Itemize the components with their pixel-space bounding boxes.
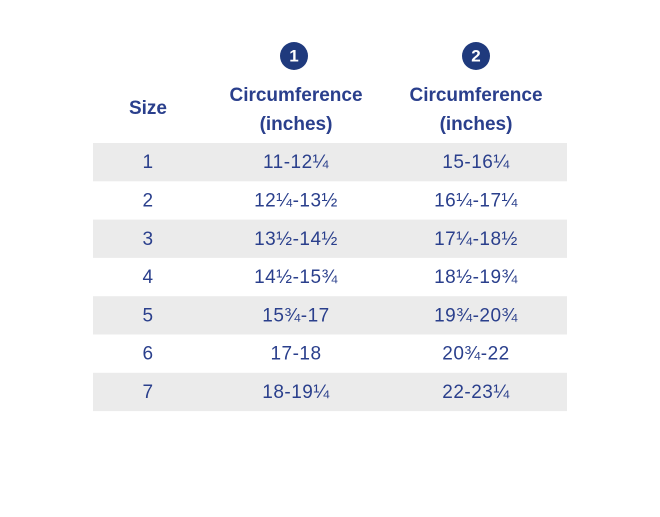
- column-badge: [280, 42, 308, 70]
- cell: 12¼-13½: [254, 190, 338, 211]
- cell: 14½-15¾: [254, 267, 338, 288]
- cell: 3: [142, 229, 153, 250]
- column-header: (inches): [440, 114, 513, 135]
- cell: 18½-19¾: [434, 267, 518, 288]
- cell: 17¼-18½: [434, 229, 518, 250]
- cell: 4: [142, 267, 153, 288]
- row-shade: [93, 143, 567, 182]
- cell: 1: [142, 152, 153, 173]
- badge-number: 2: [471, 46, 480, 65]
- badge-number: 1: [289, 46, 298, 65]
- column-header: Circumference: [409, 85, 542, 106]
- row-shade: [93, 372, 567, 412]
- cell: 19¾-20¾: [434, 305, 518, 326]
- cell: 18-19¼: [262, 382, 330, 403]
- row-shade: [93, 296, 567, 335]
- cell: 13½-14½: [254, 229, 338, 250]
- column-header: Circumference: [229, 85, 362, 106]
- row-shade: [93, 219, 567, 258]
- cell: 6: [142, 344, 153, 365]
- cell: 17-18: [270, 344, 321, 365]
- size-header: Size: [129, 98, 167, 119]
- cell: 20¾-22: [442, 344, 509, 365]
- cell: 2: [142, 190, 153, 211]
- cell: 5: [142, 305, 153, 326]
- column-badge: [462, 42, 490, 70]
- cell: 7: [142, 382, 153, 403]
- cell: 11-12¼: [263, 152, 330, 173]
- cell: 15¾-17: [262, 305, 329, 326]
- column-header: (inches): [260, 114, 333, 135]
- cell: 22-23¼: [442, 382, 510, 403]
- cell: 16¼-17¼: [434, 190, 518, 211]
- cell: 15-16¼: [442, 152, 510, 173]
